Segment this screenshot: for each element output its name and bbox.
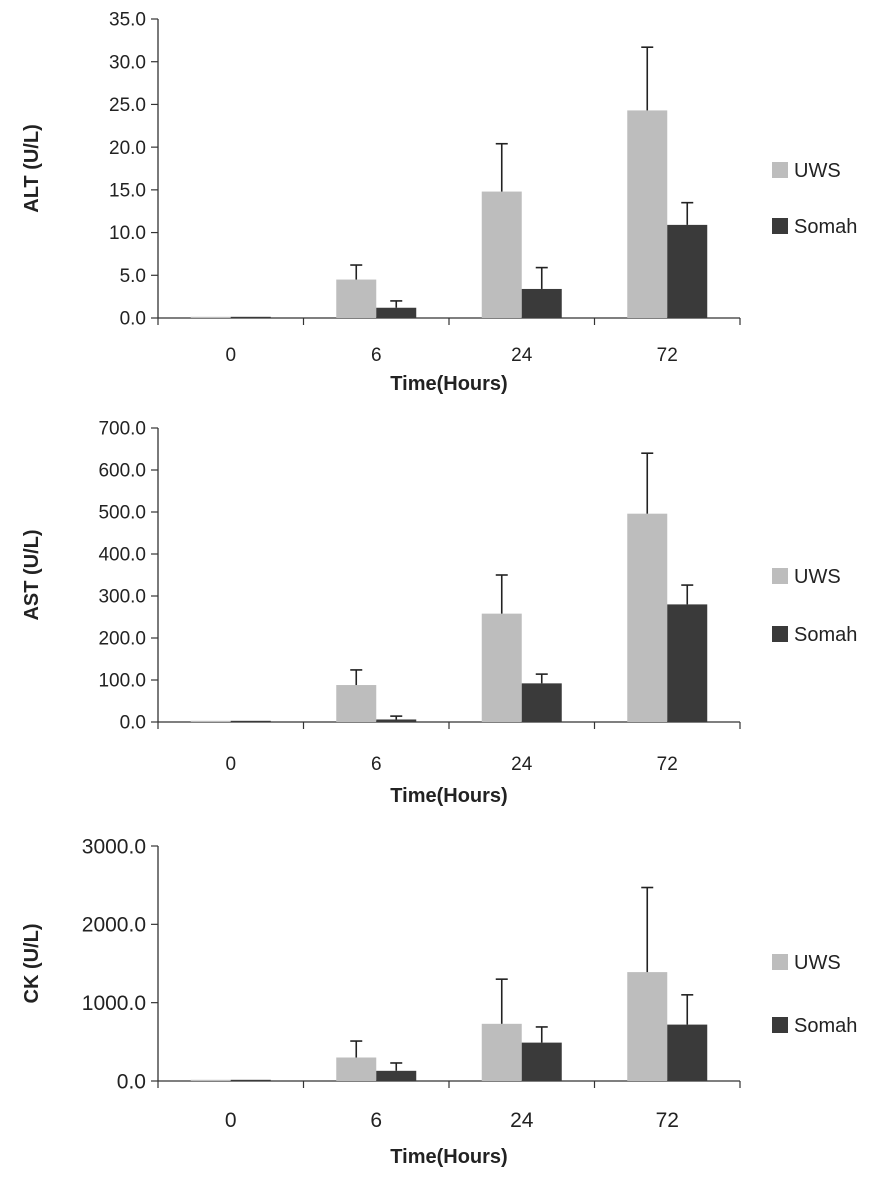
legend-label-somah: Somah: [794, 216, 857, 238]
x-tick-label: 24: [510, 1109, 534, 1132]
chart-panel-2: 0.0 100.0 200.0 300.0 400.0 500.0 600.0 700.0 0 6…: [21, 419, 857, 807]
bar-somah-72: [667, 224, 708, 318]
bar-somah-6: [376, 719, 417, 722]
chart-panel-3: 0.0 1000.0 2000.0 3000.0 0 6 24 72 Time(Hours) CK…: [21, 835, 857, 1168]
bar-somah-72: [667, 1024, 708, 1081]
bar-uws-72: [627, 513, 668, 722]
x-tick-label: 6: [371, 345, 382, 366]
x-tick-label: 72: [656, 1109, 679, 1132]
bar-uws-0: [190, 1079, 231, 1081]
y-tick-label: 25.0: [109, 95, 146, 116]
x-tick-label: 0: [225, 1109, 237, 1132]
x-tick-label: 0: [225, 345, 236, 366]
y-axis-label: AST (U/L): [21, 529, 43, 620]
chart-panel-1: 0.0 5.0 10.0 15.0 20.0 25.0 30.0 35.0 0 6 24 72 Time…: [21, 10, 857, 395]
legend-swatch-uws: [772, 954, 788, 970]
y-tick-label: 0.0: [120, 713, 146, 734]
legend-label-uws: UWS: [794, 566, 841, 588]
bar-somah-6: [376, 1070, 417, 1081]
legend-label-uws: UWS: [794, 160, 841, 182]
bar-uws-0: [190, 720, 231, 722]
y-tick-label: 5.0: [120, 266, 146, 287]
y-tick-label: 10.0: [109, 223, 146, 244]
bar-uws-72: [627, 110, 668, 318]
y-tick-label: 600.0: [98, 461, 146, 482]
x-tick-label: 6: [370, 1109, 382, 1132]
bar-uws-24: [481, 191, 522, 318]
x-tick-label: 24: [511, 345, 533, 366]
x-tick-label: 6: [371, 754, 382, 775]
bar-somah-24: [521, 683, 562, 722]
x-tick-label: 24: [511, 754, 533, 775]
legend-label-somah: Somah: [794, 624, 857, 646]
bar-somah-72: [667, 604, 708, 722]
x-axis-label: Time(Hours): [390, 1146, 507, 1168]
bar-somah-6: [376, 307, 417, 318]
y-tick-label: 0.0: [117, 1070, 146, 1093]
y-axis-label: ALT (U/L): [21, 124, 43, 213]
y-tick-label: 1000.0: [82, 992, 146, 1015]
y-tick-label: 30.0: [109, 52, 146, 73]
y-tick-label: 700.0: [98, 419, 146, 440]
legend-label-somah: Somah: [794, 1015, 857, 1037]
x-tick-label: 0: [225, 754, 236, 775]
y-tick-label: 3000.0: [82, 835, 146, 858]
y-tick-label: 300.0: [98, 587, 146, 608]
bar-somah-24: [521, 1042, 562, 1081]
y-tick-label: 20.0: [109, 138, 146, 159]
y-tick-label: 0.0: [120, 309, 146, 330]
bar-uws-6: [336, 279, 377, 318]
legend-swatch-somah: [772, 626, 788, 642]
x-tick-label: 72: [657, 754, 678, 775]
y-tick-label: 500.0: [98, 503, 146, 524]
legend-swatch-uws: [772, 568, 788, 584]
y-tick-label: 200.0: [98, 629, 146, 650]
x-axis-label: Time(Hours): [390, 373, 507, 395]
y-tick-label: 35.0: [109, 10, 146, 31]
bar-uws-6: [336, 1057, 377, 1081]
bar-uws-24: [481, 613, 522, 722]
x-tick-label: 72: [657, 345, 678, 366]
legend-label-uws: UWS: [794, 952, 841, 974]
legend-swatch-somah: [772, 218, 788, 234]
bar-somah-0: [230, 720, 271, 722]
y-axis-label: CK (U/L): [21, 924, 43, 1004]
bar-somah-0: [230, 316, 271, 318]
bar-somah-0: [230, 1079, 271, 1081]
legend-swatch-somah: [772, 1017, 788, 1033]
bar-uws-6: [336, 685, 377, 722]
y-tick-label: 400.0: [98, 545, 146, 566]
y-tick-label: 15.0: [109, 181, 146, 202]
bar-somah-24: [521, 288, 562, 318]
y-tick-label: 100.0: [98, 671, 146, 692]
legend-swatch-uws: [772, 162, 788, 178]
bar-uws-72: [627, 972, 668, 1081]
bar-uws-0: [190, 316, 231, 318]
x-axis-label: Time(Hours): [390, 785, 507, 807]
y-tick-label: 2000.0: [82, 914, 146, 937]
bar-uws-24: [481, 1023, 522, 1081]
